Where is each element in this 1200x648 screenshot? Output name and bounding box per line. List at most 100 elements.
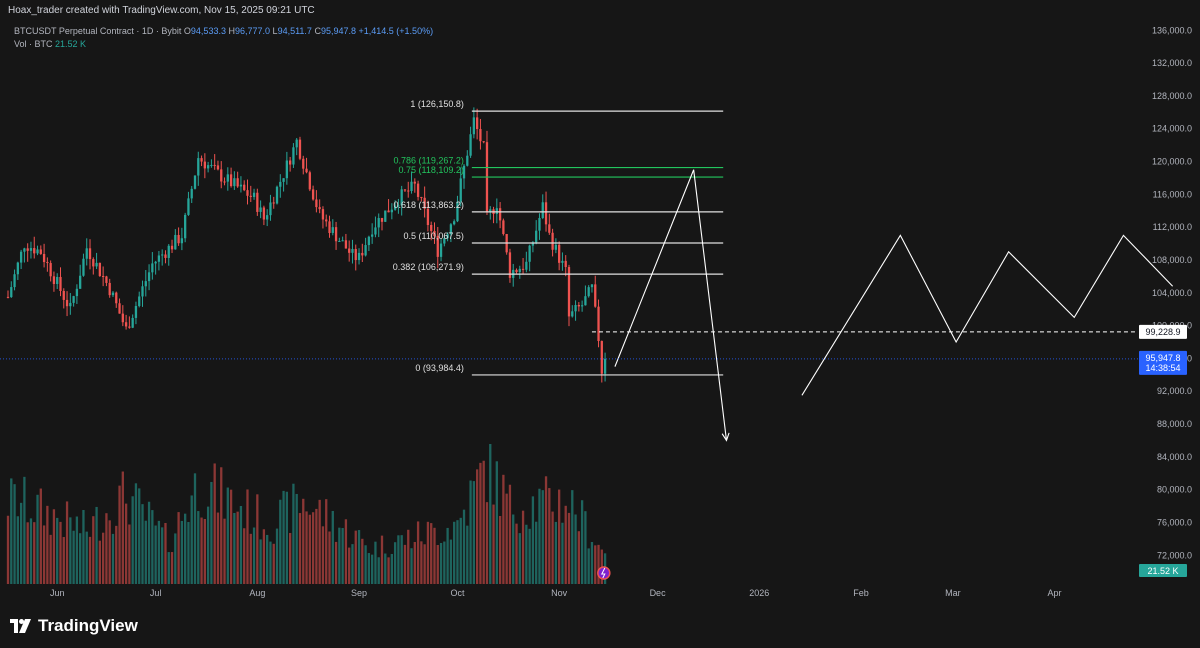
volume-bar bbox=[266, 534, 269, 584]
candle-body bbox=[180, 238, 184, 244]
candle-body bbox=[39, 249, 42, 254]
candle-body bbox=[29, 248, 33, 251]
candle-body bbox=[124, 322, 128, 327]
volume-bar bbox=[594, 545, 597, 584]
symbol-legend[interactable]: BTCUSDT Perpetual Contract · 1D · Bybit … bbox=[14, 26, 433, 36]
candle-body bbox=[571, 311, 574, 317]
volume-bar bbox=[95, 506, 98, 584]
time-tick-label: Apr bbox=[1048, 588, 1062, 598]
candle-body bbox=[266, 215, 269, 220]
volume-bar bbox=[331, 510, 334, 584]
volume-bar bbox=[544, 476, 548, 584]
volume-bar bbox=[443, 541, 446, 584]
volume-bar bbox=[531, 496, 535, 584]
volume-bar bbox=[525, 524, 528, 584]
candle-body bbox=[426, 208, 430, 226]
candle-body bbox=[521, 268, 525, 270]
volume-bar bbox=[357, 530, 361, 584]
candle-body bbox=[551, 232, 554, 250]
axis-tags: 99,228.9 95,947.814:38:54 21.52 K bbox=[597, 324, 1187, 580]
volume-bar bbox=[495, 461, 498, 584]
volume-bar bbox=[305, 511, 308, 584]
time-tick-label: Feb bbox=[853, 588, 869, 598]
price-tick-label: 72,000.0 bbox=[1157, 550, 1192, 560]
volume-bar bbox=[138, 488, 141, 584]
tradingview-logo[interactable]: TradingView bbox=[10, 616, 138, 636]
candle-body bbox=[371, 234, 374, 237]
candle-body bbox=[75, 288, 79, 297]
volume-bar bbox=[390, 553, 393, 584]
candle-body bbox=[348, 248, 351, 253]
candle-body bbox=[59, 276, 62, 291]
time-axis[interactable]: Jun Jul Aug Sep Oct Nov Dec 2026 Feb Mar Apr bbox=[50, 588, 1062, 598]
volume-bar bbox=[246, 489, 249, 584]
volume-bar bbox=[482, 460, 485, 584]
projection-paths[interactable] bbox=[614, 169, 1174, 442]
price-tick-label: 76,000.0 bbox=[1157, 517, 1192, 527]
low-value: 94,511.7 bbox=[277, 26, 312, 36]
candle-body bbox=[535, 230, 538, 243]
candle-body bbox=[443, 238, 446, 244]
candle-body bbox=[361, 252, 364, 256]
candle-body bbox=[338, 240, 341, 242]
candle-body bbox=[197, 158, 200, 176]
candle-body bbox=[600, 341, 603, 374]
volume-bar bbox=[393, 542, 397, 584]
candle-body bbox=[430, 225, 433, 231]
volume-bar bbox=[6, 515, 10, 584]
volume-bar bbox=[328, 531, 331, 584]
time-tick-label: Nov bbox=[551, 588, 568, 598]
candle-body bbox=[594, 284, 597, 307]
volume-bar bbox=[229, 489, 233, 584]
candle-body bbox=[603, 358, 607, 374]
candle-body bbox=[413, 181, 416, 184]
volume-bar bbox=[397, 535, 400, 584]
volume-bar bbox=[187, 522, 190, 584]
volume-legend[interactable]: Vol · BTC 21.52 K bbox=[14, 39, 86, 49]
candle-body bbox=[357, 252, 361, 261]
volume-bar bbox=[62, 537, 65, 584]
volume-bar bbox=[275, 528, 279, 584]
candle-body bbox=[151, 263, 154, 273]
candle-body bbox=[236, 178, 239, 187]
volume-bar bbox=[174, 533, 177, 584]
volume-bar bbox=[82, 509, 85, 584]
volume-bar bbox=[420, 541, 423, 584]
fib-retracement[interactable]: 1 (126,150.8) 0.786 (119,267.2)0.75 (118,… bbox=[393, 99, 724, 376]
candle-body bbox=[92, 259, 95, 267]
last-price-tag bbox=[1139, 350, 1187, 375]
candle-body bbox=[315, 199, 318, 208]
volume-bar bbox=[101, 532, 105, 584]
time-tick-label: Aug bbox=[249, 588, 265, 598]
price-axis[interactable]: 72,000.0 76,000.0 80,000.0 84,000.0 88,000.0… bbox=[1152, 25, 1192, 560]
candle-body bbox=[220, 169, 223, 182]
candle-body bbox=[351, 249, 354, 253]
volume-bar bbox=[226, 487, 229, 584]
candle-body bbox=[541, 202, 544, 219]
volume-bar bbox=[374, 541, 377, 584]
volume-bar bbox=[580, 500, 584, 584]
price-tick-label: 124,000.0 bbox=[1152, 124, 1192, 134]
fib-level-label: 0.75 (118,109.2) bbox=[398, 165, 463, 175]
candle-body bbox=[446, 234, 449, 239]
candle-body bbox=[252, 192, 256, 197]
volume-bar bbox=[538, 488, 541, 584]
candle-body bbox=[456, 201, 459, 222]
candle-body bbox=[472, 117, 476, 135]
volume-bar bbox=[416, 521, 420, 584]
volume-bar bbox=[597, 544, 600, 584]
candle-body bbox=[423, 197, 426, 209]
volume-bar bbox=[439, 542, 443, 584]
candle-body bbox=[187, 198, 190, 215]
volume-bar bbox=[193, 473, 197, 584]
volume-bar bbox=[23, 476, 26, 584]
candle-body bbox=[262, 207, 266, 220]
candle-body bbox=[439, 243, 443, 257]
volume-bar bbox=[39, 488, 42, 584]
volume-bar bbox=[403, 544, 407, 584]
volume-bar bbox=[311, 512, 315, 584]
volume-bar bbox=[548, 488, 551, 584]
candle-body bbox=[223, 181, 226, 183]
